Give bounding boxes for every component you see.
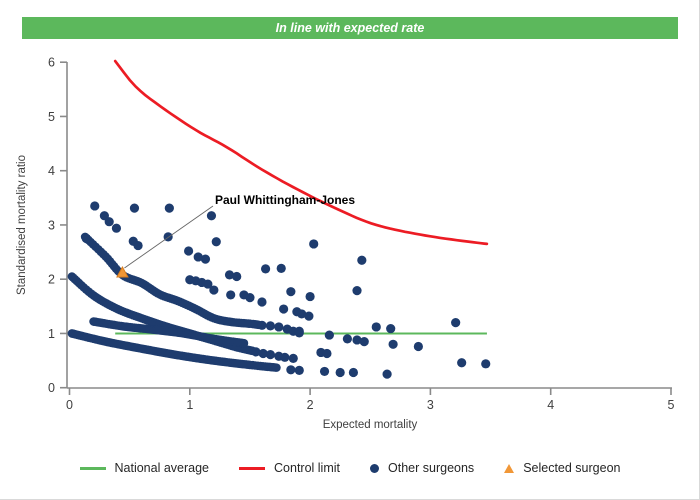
other-surgeon-dot[interactable]: [129, 203, 140, 213]
y-axis-title: Standardised mortality ratio: [16, 155, 28, 295]
x-axis-title: Expected mortality: [323, 419, 418, 431]
other-surgeon-dot[interactable]: [352, 335, 362, 345]
x-tick-label: 4: [547, 398, 554, 412]
legend-item-national-average: National average: [79, 461, 210, 475]
y-tick-label: 1: [48, 327, 55, 341]
other-surgeon-dot[interactable]: [335, 367, 345, 378]
other-surgeon-dot[interactable]: [352, 285, 362, 296]
other-surgeon-dot[interactable]: [260, 264, 271, 274]
other-surgeon-dot[interactable]: [265, 321, 276, 331]
other-surgeon-dot[interactable]: [305, 291, 315, 302]
x-tick-label: 0: [66, 398, 73, 412]
legend-label-selected-surgeon: Selected surgeon: [523, 461, 621, 475]
other-surgeon-dot[interactable]: [258, 348, 268, 359]
other-surgeon-dot[interactable]: [382, 369, 392, 379]
legend-label-other-surgeons: Other surgeons: [388, 461, 475, 475]
other-surgeon-dot[interactable]: [280, 352, 290, 362]
other-surgeon-dot[interactable]: [276, 263, 286, 273]
selected-surgeon-marker[interactable]: [116, 265, 129, 278]
other-surgeon-dot[interactable]: [203, 279, 213, 289]
other-surgeon-dot[interactable]: [274, 322, 284, 332]
other-surgeon-dot[interactable]: [309, 239, 319, 249]
other-surgeon-dot[interactable]: [371, 322, 381, 332]
other-surgeon-dot[interactable]: [294, 365, 304, 375]
other-surgeon-dot[interactable]: [304, 311, 314, 321]
other-surgeon-dot[interactable]: [288, 353, 298, 364]
other-surgeon-dot[interactable]: [81, 233, 91, 244]
y-tick-label: 0: [48, 381, 55, 395]
other-surgeon-dot[interactable]: [200, 254, 211, 264]
status-banner-text: In line with expected rate: [275, 21, 425, 35]
other-surgeon-dot[interactable]: [457, 358, 467, 368]
control-limit-curve: [113, 59, 489, 246]
x-tick-label: 3: [427, 398, 434, 412]
other-surgeon-dot[interactable]: [286, 287, 296, 297]
y-tick-label: 3: [48, 218, 55, 232]
other-surgeon-dot[interactable]: [193, 252, 203, 262]
other-surgeon-dot[interactable]: [324, 330, 334, 340]
other-surgeon-dot[interactable]: [294, 326, 304, 336]
other-surgeon-dot[interactable]: [211, 237, 221, 247]
status-banner: In line with expected rate: [22, 17, 678, 39]
other-surgeon-dot[interactable]: [209, 285, 219, 295]
other-surgeon-dot[interactable]: [322, 348, 332, 359]
other-surgeon-dot[interactable]: [413, 341, 423, 352]
other-surgeon-dot[interactable]: [90, 201, 100, 211]
control-limit-line-icon: [239, 466, 266, 470]
annotation-leader-line: [124, 205, 214, 269]
other-surgeon-dot[interactable]: [481, 359, 491, 369]
other-surgeons-dot-icon: [370, 463, 380, 473]
other-surgeon-dot[interactable]: [279, 304, 289, 314]
other-surgeon-dot[interactable]: [232, 271, 242, 282]
x-tick-label: 1: [186, 398, 193, 412]
legend-item-other-surgeons: Other surgeons: [370, 461, 474, 475]
other-surgeon-dot[interactable]: [206, 211, 217, 221]
other-surgeon-dot[interactable]: [226, 290, 236, 300]
other-surgeon-dot[interactable]: [286, 365, 296, 375]
other-surgeon-band-dot: [272, 363, 281, 372]
national-average-line-icon: [79, 466, 106, 470]
other-surgeon-dot[interactable]: [319, 366, 330, 377]
other-surgeon-dot[interactable]: [251, 347, 261, 357]
other-surgeon-dot[interactable]: [297, 309, 307, 319]
legend-item-control-limit: Control limit: [239, 461, 340, 475]
other-surgeon-dot[interactable]: [245, 293, 255, 303]
other-surgeon-dot[interactable]: [359, 336, 369, 347]
other-surgeon-dot[interactable]: [265, 350, 276, 360]
other-surgeon-dot[interactable]: [348, 367, 359, 378]
selected-surgeon-triangle-icon: [504, 463, 515, 473]
other-surgeon-dot[interactable]: [386, 323, 396, 334]
y-tick-label: 2: [48, 273, 55, 287]
chart-legend: National average Control limit Other sur…: [0, 454, 699, 482]
other-surgeon-dot[interactable]: [133, 240, 143, 251]
other-surgeon-dot[interactable]: [164, 203, 174, 213]
other-surgeon-dot[interactable]: [104, 217, 114, 227]
legend-item-selected-surgeon: Selected surgeon: [504, 461, 620, 475]
y-tick-label: 4: [48, 164, 55, 178]
other-surgeon-dot[interactable]: [257, 297, 267, 307]
other-surgeon-dot[interactable]: [357, 255, 367, 265]
legend-label-national-average: National average: [114, 461, 210, 475]
x-tick-label: 2: [307, 398, 314, 412]
selected-surgeon-annotation-label: Paul Whittingham-Jones: [215, 193, 355, 207]
other-surgeon-dot[interactable]: [451, 318, 461, 328]
other-surgeon-dot[interactable]: [183, 246, 194, 256]
other-surgeon-dot[interactable]: [224, 270, 235, 280]
legend-label-control-limit: Control limit: [274, 461, 341, 475]
other-surgeon-dot[interactable]: [111, 223, 122, 233]
funnel-plot-canvas: 0 1 2 3 4 5 6 0 1 2 3 4 5 Expected mortality Standardi…: [16, 56, 675, 431]
other-surgeon-dot[interactable]: [257, 320, 267, 330]
other-surgeon-dot[interactable]: [388, 339, 398, 349]
other-surgeon-dot[interactable]: [342, 334, 352, 344]
x-tick-label: 5: [668, 398, 675, 412]
other-surgeon-band-dot: [239, 338, 249, 348]
y-tick-label: 5: [48, 110, 55, 124]
y-tick-label: 6: [48, 56, 55, 70]
